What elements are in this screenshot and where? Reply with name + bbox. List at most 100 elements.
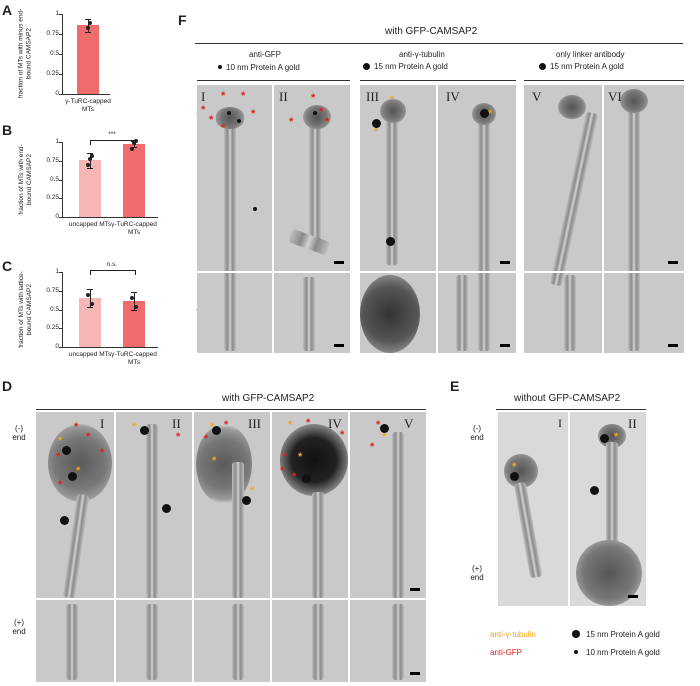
yellow-star: * <box>250 485 255 497</box>
y-tick <box>59 347 62 348</box>
panel-f-title: with GFP-CAMSAP2 <box>385 26 478 37</box>
gamma-turc-ring <box>215 107 245 129</box>
gold-particle <box>302 474 311 483</box>
error-cap <box>87 167 93 169</box>
x-tick-label: γ-TuRC-capped MTs <box>111 221 157 236</box>
data-point <box>86 26 90 31</box>
data-point <box>134 305 138 310</box>
image-divider <box>192 412 194 682</box>
red-star: * <box>209 114 214 126</box>
y-tick-label: 0.75 <box>46 156 59 164</box>
microtubule <box>309 125 321 245</box>
y-tick <box>59 290 62 292</box>
panel-label-f: F <box>178 12 187 28</box>
x-tick-label: uncapped MTs <box>68 351 112 358</box>
data-point <box>132 140 136 145</box>
gold-particle <box>227 111 231 115</box>
y-tick-label: 0 <box>55 213 59 220</box>
image-divider <box>602 85 604 353</box>
red-star: * <box>241 90 246 102</box>
gold-15nm-icon <box>539 63 546 70</box>
panel-label-a: A <box>2 2 13 18</box>
yellow-star: * <box>288 419 293 431</box>
x-tick-label: γ-TuRC-capped MTs <box>65 98 111 113</box>
image-divider <box>114 412 116 682</box>
group-anti-gfp-label: anti-GFP <box>249 50 282 59</box>
image-divider <box>348 412 350 682</box>
y-tick-label: 1 <box>55 10 59 17</box>
group-anti-gfp-gold: 10 nm Protein A gold <box>218 63 300 72</box>
microtubule <box>312 492 324 598</box>
significance-label: n.s. <box>106 261 118 268</box>
gold-particle <box>242 496 251 505</box>
yellow-star: * <box>512 461 517 473</box>
gold-particle <box>62 446 71 455</box>
image-label-v: V <box>532 89 542 104</box>
significance-label: *** <box>108 131 116 138</box>
error-cap <box>87 152 93 154</box>
image-label-ii: II <box>172 416 181 431</box>
red-star: * <box>251 108 256 120</box>
y-tick-label: 1 <box>55 138 59 145</box>
y-tick <box>59 160 62 162</box>
y-tick <box>59 309 62 311</box>
gamma-turc-ring <box>558 95 586 119</box>
microtubule <box>146 604 158 680</box>
image-label-iv: IV <box>328 416 342 431</box>
image-label-ii: II <box>279 89 288 104</box>
y-tick <box>59 272 62 273</box>
image-label-ii: II <box>628 416 637 431</box>
x-axis <box>62 217 158 218</box>
x-axis <box>62 347 158 348</box>
error-bar <box>134 292 135 311</box>
panel-d-title-rule <box>36 409 426 410</box>
microtubule <box>549 111 599 287</box>
y-tick-label: 0.5 <box>49 175 59 183</box>
y-tick-label: 0 <box>55 90 59 97</box>
legend-gold-15: 15 nm Protein A gold <box>586 630 660 639</box>
image-divider <box>568 412 570 606</box>
y-tick-label: 0.25 <box>46 70 59 77</box>
error-cap <box>87 289 93 291</box>
group-linker-gold: 15 nm Protein A gold <box>539 62 624 71</box>
yellow-star: * <box>212 455 217 467</box>
gamma-turc-ring <box>620 89 648 113</box>
data-point <box>90 302 94 307</box>
y-axis <box>62 272 63 347</box>
group-anti-gamma-rule <box>360 80 516 81</box>
microtubule <box>312 604 324 680</box>
image-label-i: I <box>558 416 562 430</box>
red-star: * <box>311 92 316 104</box>
gold-particle <box>212 426 221 435</box>
y-axis <box>62 14 63 94</box>
y-tick-label: 0.5 <box>49 305 59 313</box>
y-tick-label: 1 <box>55 268 59 275</box>
microtubule <box>62 493 90 599</box>
yellow-star: * <box>132 421 137 433</box>
gamma-turc-ring <box>48 424 112 502</box>
error-cap <box>131 310 137 312</box>
data-point <box>88 20 92 25</box>
image-label-iii: III <box>248 416 261 431</box>
scale-bar <box>334 261 344 264</box>
image-divider <box>360 271 516 273</box>
legend-anti-gfp: anti-GFP <box>490 648 523 657</box>
y-tick-label: 0.25 <box>46 324 59 332</box>
gold-15nm-icon <box>572 630 580 638</box>
error-bar <box>88 18 89 32</box>
y-tick <box>59 198 62 200</box>
yellow-star: * <box>298 451 303 463</box>
red-star: * <box>340 429 345 441</box>
image-divider <box>436 85 438 353</box>
data-point <box>86 292 90 297</box>
red-star: * <box>319 106 324 118</box>
em-micrograph-f-iii-iv: * * * III IV <box>360 85 516 353</box>
data-point <box>134 138 138 143</box>
panel-label-b: B <box>2 122 13 138</box>
gold-particle <box>162 504 171 513</box>
em-micrograph-d: * * * * * * * * * * * * * * * * * * * * … <box>36 412 426 682</box>
data-point <box>86 162 90 167</box>
red-star: * <box>376 419 381 431</box>
image-label-v: V <box>404 416 414 431</box>
error-cap <box>85 31 91 33</box>
